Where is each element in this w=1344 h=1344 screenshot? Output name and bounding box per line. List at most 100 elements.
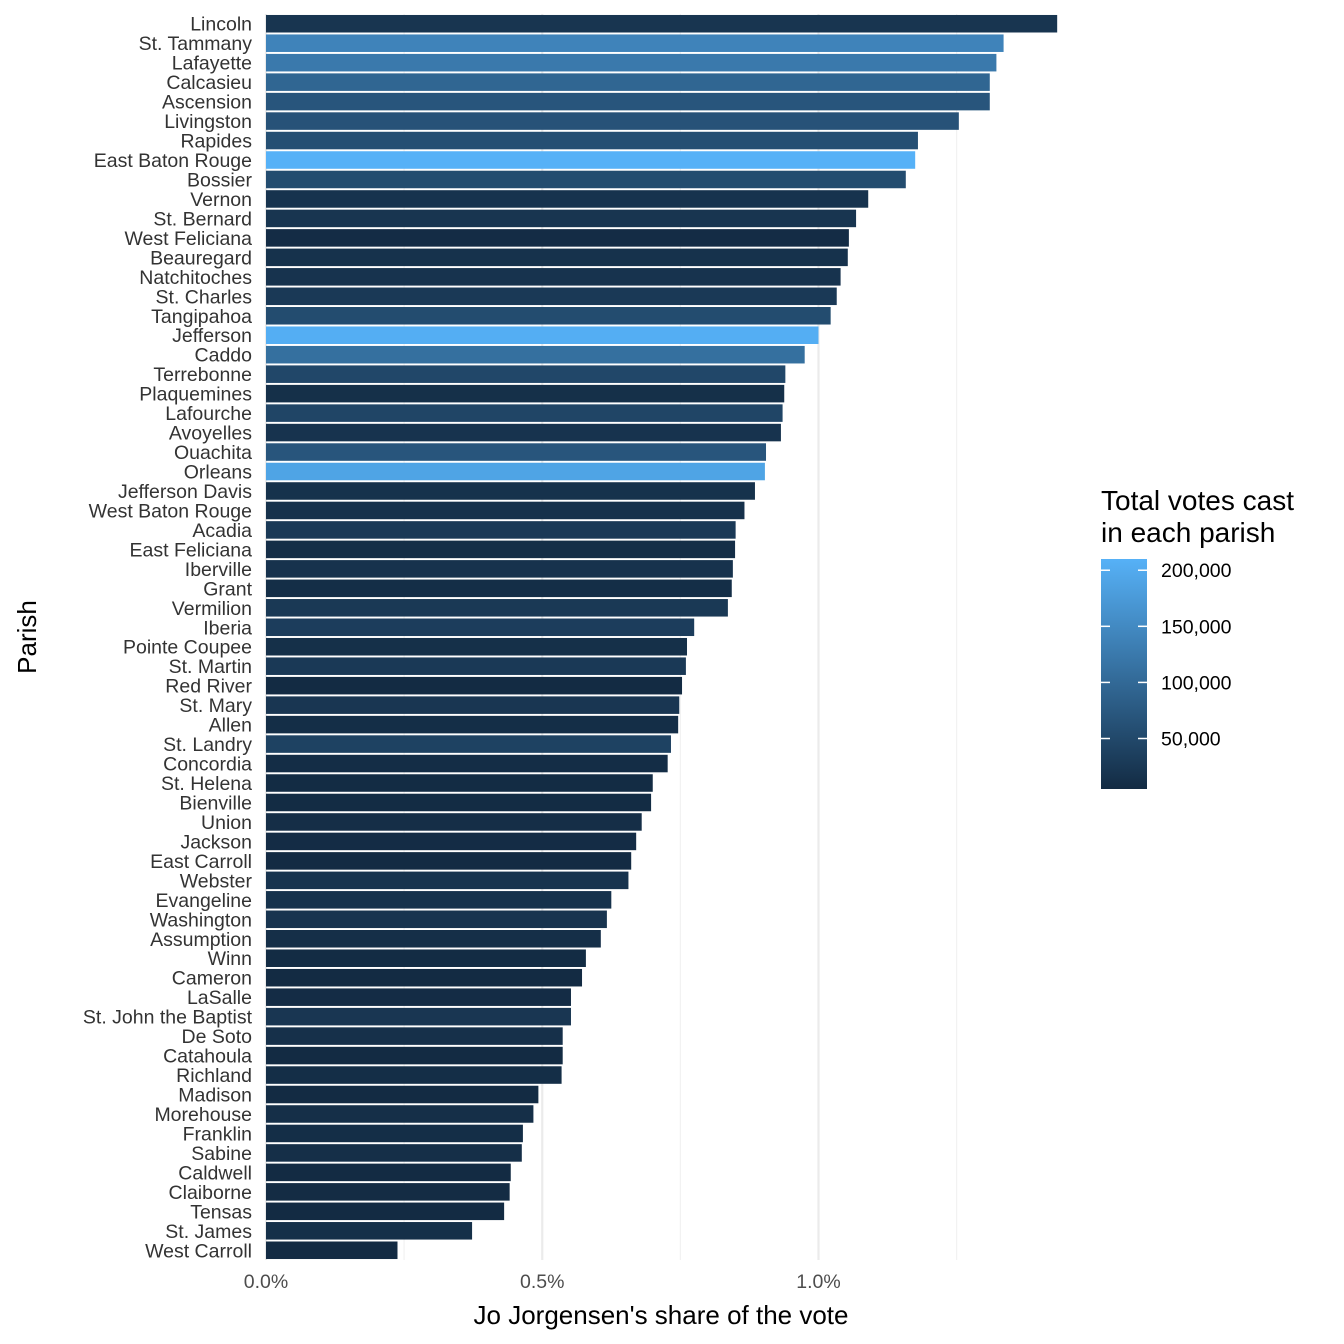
category-label: East Carroll (150, 851, 252, 873)
category-label: Union (201, 812, 252, 834)
bar (266, 832, 637, 851)
category-label: Iberville (185, 559, 252, 581)
x-tick-label: 0.0% (244, 1271, 288, 1293)
bar (266, 443, 767, 461)
bar (266, 774, 653, 792)
bar (266, 891, 612, 909)
x-tick-label: 0.5% (520, 1271, 564, 1293)
legend-tick-label: 150,000 (1161, 616, 1232, 638)
category-label: Jackson (180, 831, 252, 853)
y-axis-title: Parish (12, 600, 42, 674)
bar (266, 988, 571, 1006)
category-label: Ascension (162, 92, 252, 114)
bar (266, 248, 848, 267)
bar (266, 968, 583, 987)
bar (266, 92, 990, 111)
x-tick-labels: 0.0% 0.5% 1.0% (244, 1271, 841, 1293)
category-label: De Soto (182, 1026, 253, 1048)
bar (266, 131, 918, 150)
bar (266, 1066, 562, 1084)
bar (266, 560, 733, 578)
category-label: Tensas (190, 1201, 252, 1223)
bar (266, 53, 997, 72)
bar (266, 579, 732, 598)
bar (266, 852, 632, 870)
bars (266, 14, 1058, 1260)
bar (266, 540, 736, 559)
category-label: St. Bernard (153, 208, 252, 230)
category-label: Bienville (179, 792, 252, 814)
category-label: St. James (165, 1221, 252, 1243)
bar (266, 599, 728, 617)
bar (266, 229, 849, 247)
x-tick-label: 1.0% (796, 1271, 840, 1293)
bar (266, 462, 765, 481)
bar (266, 1105, 534, 1123)
category-label: Pointe Coupee (123, 637, 252, 659)
bar (266, 813, 642, 831)
bar (266, 384, 785, 403)
bar (266, 190, 869, 208)
bar (266, 1007, 571, 1026)
category-label: Caddo (195, 345, 253, 367)
bar (266, 1241, 398, 1260)
category-label: Jefferson Davis (118, 481, 252, 503)
category-label: Livingston (164, 111, 252, 133)
category-label: Washington (150, 909, 252, 931)
legend-tick-label: 200,000 (1161, 560, 1232, 582)
bar (266, 209, 857, 228)
bar (266, 618, 695, 637)
legend-title-line-2: in each parish (1101, 517, 1275, 548)
category-label: Ouachita (174, 442, 252, 464)
category-label: Lafayette (172, 53, 252, 75)
category-label: Beauregard (150, 247, 252, 269)
category-label: Evangeline (156, 890, 253, 912)
category-label: Franklin (183, 1123, 252, 1145)
bar (266, 715, 679, 734)
category-label: St. Landry (163, 734, 252, 756)
bar (266, 151, 916, 169)
legend-colorbar (1101, 559, 1147, 789)
category-label: St. Charles (156, 286, 253, 308)
x-axis-title: Jo Jorgensen's share of the vote (474, 1300, 849, 1330)
bar (266, 34, 1004, 52)
bar (266, 1202, 505, 1221)
category-label: St. Mary (179, 695, 252, 717)
category-label: Concordia (163, 754, 252, 776)
category-label: Vernon (190, 189, 252, 211)
category-label: East Baton Rouge (94, 150, 252, 172)
category-label: St. Tammany (139, 33, 253, 55)
category-label: St. Martin (169, 656, 252, 678)
category-label: Grant (203, 578, 252, 600)
category-label: Assumption (150, 929, 252, 951)
category-label: West Baton Rouge (89, 500, 252, 522)
bar (266, 404, 783, 422)
category-label: Sabine (191, 1143, 252, 1165)
bar (266, 793, 652, 812)
bar (266, 365, 786, 383)
bar (266, 1183, 510, 1201)
bar (266, 1144, 522, 1162)
category-label: Avoyelles (169, 423, 252, 445)
bar (266, 949, 586, 967)
category-label: Allen (209, 715, 252, 737)
legend-ticks: 50,000 100,000 150,000 200,000 (1101, 560, 1232, 751)
bar (266, 521, 736, 539)
category-label: St. John the Baptist (83, 1007, 253, 1029)
category-label: Tangipahoa (151, 306, 252, 328)
category-label: Richland (176, 1065, 252, 1087)
category-label: Natchitoches (139, 267, 252, 289)
bar (266, 1085, 539, 1104)
category-label: East Feliciana (130, 539, 253, 561)
category-label: Plaquemines (139, 384, 252, 406)
bar (266, 287, 837, 306)
category-label: Acadia (192, 520, 252, 542)
bar (266, 1046, 563, 1065)
category-label: West Carroll (145, 1240, 252, 1262)
legend-tick-label: 50,000 (1161, 729, 1221, 751)
bar (266, 910, 607, 929)
category-label: Lafourche (165, 403, 252, 425)
bar (266, 1222, 473, 1240)
